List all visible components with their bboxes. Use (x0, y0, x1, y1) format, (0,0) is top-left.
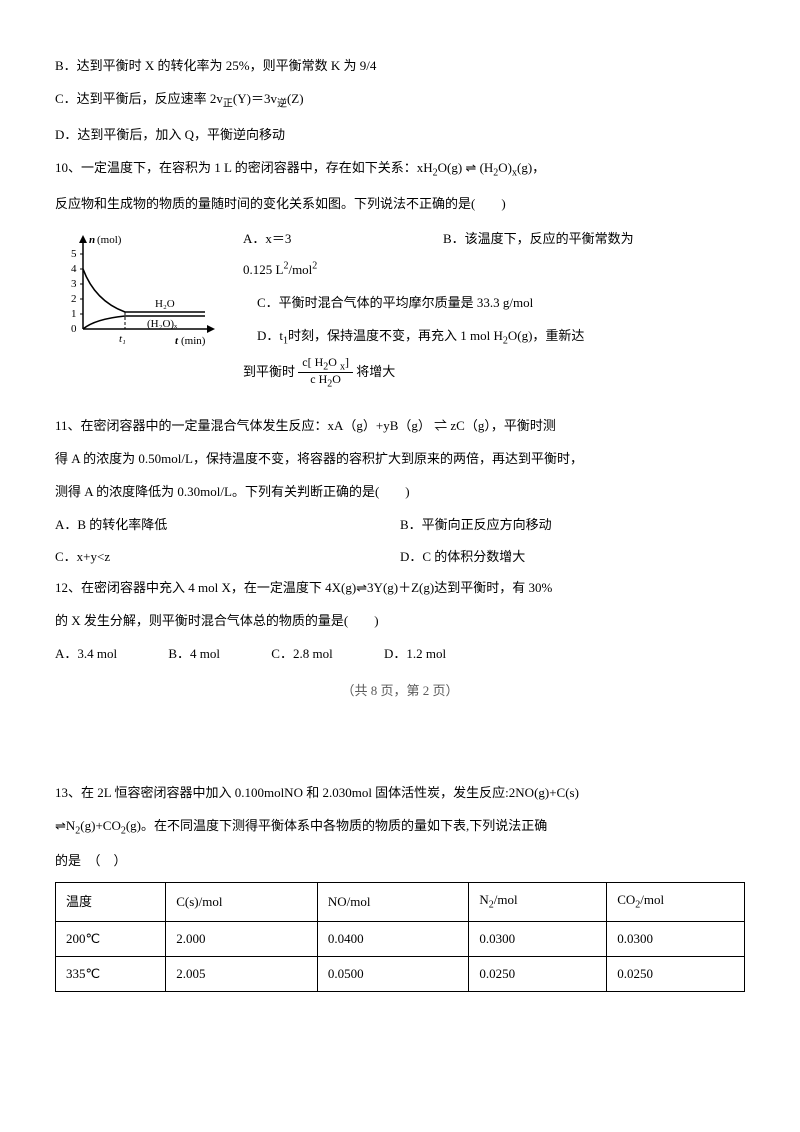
t: O (328, 355, 340, 369)
q10-stem-1: 10、一定温度下，在容积为 1 L 的密闭容器中，存在如下关系：xH2O(g) … (55, 152, 745, 186)
cell: 335℃ (56, 957, 166, 992)
q10-opt-c: C．平衡时混合气体的平均摩尔质量是 33.3 g/mol (243, 287, 745, 318)
cell: 2.000 (166, 922, 318, 957)
q10-stem-2: 反应物和生成物的物质的量随时间的变化关系如图。下列说法不正确的是( ) (55, 188, 745, 219)
th-c: C(s)/mol (166, 883, 318, 922)
th-co2: CO2/mol (607, 883, 745, 922)
t: CO (617, 892, 635, 907)
th-temp: 温度 (56, 883, 166, 922)
page-footer: （共 8 页，第 2 页） (55, 675, 745, 706)
sup: 2 (312, 261, 317, 272)
q13-stem-2: ⇌N2(g)+CO2(g)。在不同温度下测得平衡体系中各物质的物质的量如下表,下… (55, 810, 745, 844)
cell: 0.0250 (469, 957, 607, 992)
cell: 0.0500 (317, 957, 469, 992)
text: (Y)＝3v (233, 91, 277, 106)
t: O (332, 372, 341, 386)
q10-figure-options: n(mol) t(min) 5 4 3 2 1 0 t₁ H₂O (H₂O)ₓ … (55, 223, 745, 392)
svg-text:(H₂O)ₓ: (H₂O)ₓ (147, 318, 178, 330)
text: (g)+CO (80, 818, 121, 833)
q10-opt-d-cont: 到平衡时 c[ H2O x] c H2O 将增大 (243, 356, 745, 390)
t: /mol (640, 892, 664, 907)
q12-opt-d: D．1.2 mol (384, 638, 446, 669)
text: C．达到平衡后，反应速率 2v (55, 91, 223, 106)
svg-text:t₁: t₁ (119, 333, 126, 345)
q9-opt-b: B．达到平衡时 X 的转化率为 25%，则平衡常数 K 为 9/4 (55, 50, 745, 81)
q12-opt-c: C．2.8 mol (271, 638, 332, 669)
t: c[ H (302, 355, 323, 369)
equilibrium-arrow: ⇌ (465, 160, 476, 175)
text: 10、一定温度下，在容积为 1 L 的密闭容器中，存在如下关系：xH (55, 160, 433, 175)
svg-text:(min): (min) (181, 335, 206, 347)
q11-row-ab: A．B 的转化率降低 B．平衡向正反应方向移动 (55, 509, 745, 540)
cell: 2.005 (166, 957, 318, 992)
svg-text:t: t (175, 335, 179, 347)
text: (g)， (517, 160, 545, 175)
q13-stem-3: 的是 （ ） (55, 845, 745, 876)
t: ] (345, 355, 349, 369)
q9-opt-d: D．达到平衡后，加入 Q，平衡逆向移动 (55, 119, 745, 150)
text: 时刻，保持温度不变，再充入 1 mol H (288, 328, 503, 343)
text: O(g) (438, 160, 466, 175)
th-n2: N2/mol (469, 883, 607, 922)
text: (H (476, 160, 493, 175)
q11-opt-a: A．B 的转化率降低 (55, 509, 400, 540)
svg-text:4: 4 (71, 263, 77, 275)
q11-opt-c: C．x+y<z (55, 541, 400, 572)
q12-options: A．3.4 mol B．4 mol C．2.8 mol D．1.2 mol (55, 638, 745, 669)
q12-stem-2: 的 X 发生分解，则平衡时混合气体总的物质的量是( ) (55, 605, 745, 636)
text: O(g)，重新达 (508, 328, 585, 343)
text: D．t (257, 328, 283, 343)
q10-options: A．x＝3 B．该温度下，反应的平衡常数为 0.125 L2/mol2 C．平衡… (243, 223, 745, 392)
sub: 逆 (277, 99, 287, 110)
q12-opt-a: A．3.4 mol (55, 638, 117, 669)
th-no: NO/mol (317, 883, 469, 922)
svg-text:5: 5 (71, 248, 77, 260)
q11-opt-d: D．C 的体积分数增大 (400, 541, 745, 572)
t: /mol (494, 892, 518, 907)
text: (Z) (287, 91, 304, 106)
q10-opt-b: B．该温度下，反应的平衡常数为 (443, 223, 634, 254)
q11-stem-3: 测得 A 的浓度降低为 0.30mol/L。下列有关判断正确的是( ) (55, 476, 745, 507)
q12-opt-b: B．4 mol (168, 638, 220, 669)
q13-stem-1: 13、在 2L 恒容密闭容器中加入 0.100molNO 和 2.030mol … (55, 777, 745, 808)
q9-opt-c: C．达到平衡后，反应速率 2v正(Y)＝3v逆(Z) (55, 83, 745, 117)
table-row: 335℃ 2.005 0.0500 0.0250 0.0250 (56, 957, 745, 992)
svg-text:(mol): (mol) (97, 234, 122, 246)
text: 0.125 L (243, 262, 283, 277)
table-row: 200℃ 2.000 0.0400 0.0300 0.0300 (56, 922, 745, 957)
q11-row-cd: C．x+y<z D．C 的体积分数增大 (55, 541, 745, 572)
text: /mol (288, 262, 312, 277)
cell: 0.0300 (469, 922, 607, 957)
svg-text:n: n (89, 234, 95, 246)
text: 到平衡时 (243, 364, 295, 379)
q11-stem-2: 得 A 的浓度为 0.50mol/L，保持温度不变，将容器的容积扩大到原来的两倍… (55, 443, 745, 474)
text: (g)。在不同温度下测得平衡体系中各物质的物质的量如下表,下列说法正确 (126, 818, 547, 833)
table-header-row: 温度 C(s)/mol NO/mol N2/mol CO2/mol (56, 883, 745, 922)
text: 将增大 (356, 364, 395, 379)
t: N (479, 892, 488, 907)
text: O) (498, 160, 512, 175)
q10-opt-b-cont: 0.125 L2/mol2 (243, 254, 745, 285)
fraction: c[ H2O x] c H2O (298, 356, 353, 390)
q11-opt-b: B．平衡向正反应方向移动 (400, 509, 745, 540)
q12-stem-1: 12、在密闭容器中充入 4 mol X，在一定温度下 4X(g)⇌3Y(g)＋Z… (55, 572, 745, 603)
q13-table: 温度 C(s)/mol NO/mol N2/mol CO2/mol 200℃ 2… (55, 882, 745, 992)
cell: 0.0400 (317, 922, 469, 957)
svg-text:0: 0 (71, 323, 77, 335)
sub: 正 (223, 99, 233, 110)
q11-stem-1: 11、在密闭容器中的一定量混合气体发生反应：xA（g）+yB（g） ⇌ zC（g… (55, 410, 745, 441)
svg-text:2: 2 (71, 293, 77, 305)
svg-text:1: 1 (71, 308, 77, 320)
cell: 0.0250 (607, 957, 745, 992)
svg-text:H₂O: H₂O (155, 298, 175, 310)
t: c H (310, 372, 327, 386)
q10-chart: n(mol) t(min) 5 4 3 2 1 0 t₁ H₂O (H₂O)ₓ (55, 229, 225, 360)
cell: 0.0300 (607, 922, 745, 957)
svg-text:3: 3 (71, 278, 77, 290)
q10-opt-d: D．t1时刻，保持温度不变，再充入 1 mol H2O(g)，重新达 (243, 320, 745, 354)
cell: 200℃ (56, 922, 166, 957)
q10-opt-a: A．x＝3 (243, 223, 443, 254)
text: ⇌N (55, 818, 75, 833)
